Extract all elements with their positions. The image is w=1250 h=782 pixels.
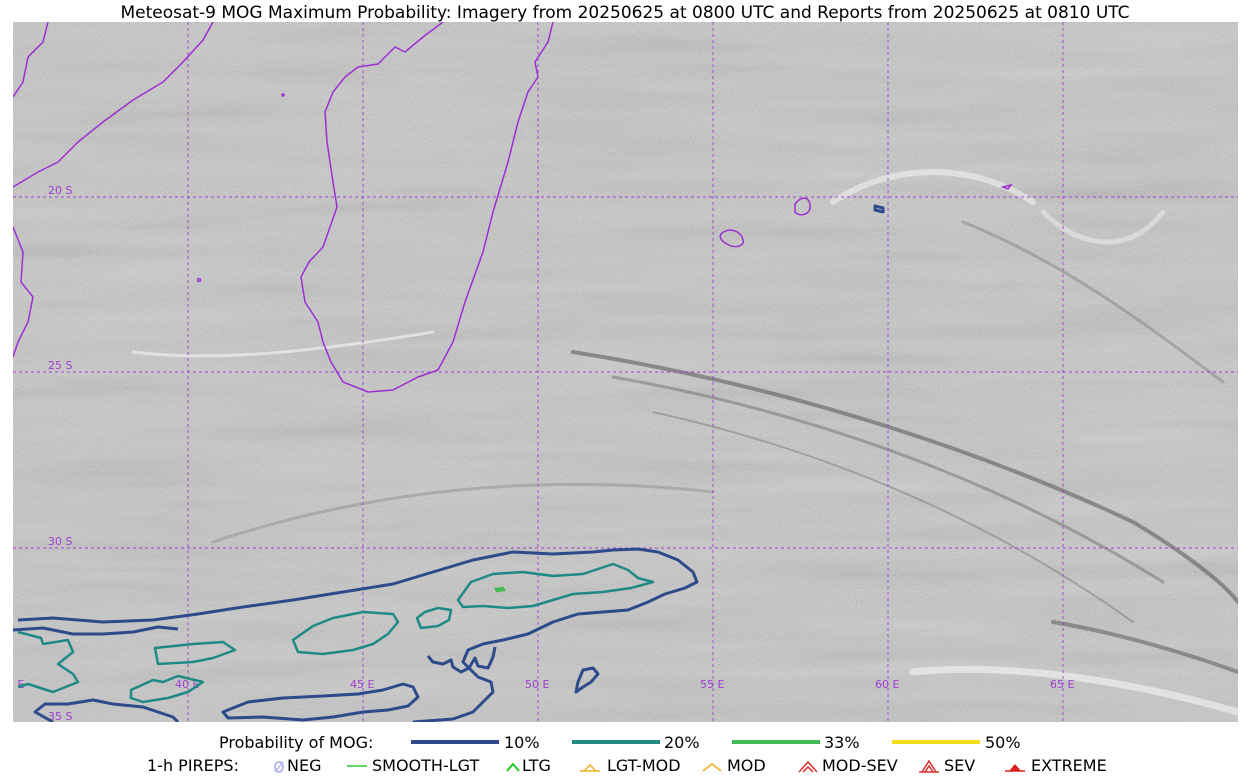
graticule — [13, 22, 1238, 722]
mozambique-coastline — [13, 226, 34, 358]
probability-legend: Probability of MOG: 10% 20% 33% 50% — [0, 733, 1250, 755]
mod-icon — [702, 763, 722, 772]
pirep-label-mod: MOD — [727, 756, 766, 775]
pirep-label-sev: SEV — [944, 756, 976, 775]
smooth-lgt-icon — [347, 765, 367, 767]
rodrigues-island — [1000, 183, 1013, 190]
legend-swatch-50 — [892, 740, 980, 744]
madagascar-coastline — [300, 22, 554, 393]
probability-legend-title: Probability of MOG: — [219, 733, 374, 752]
lat-label: 30 S — [48, 535, 72, 548]
lat-label: 25 S — [48, 359, 72, 372]
pirep-label-ltg: LTG — [522, 756, 551, 775]
sev-icon — [919, 759, 939, 773]
lon-label: 65 E — [1050, 678, 1074, 691]
pirep-label-smooth-lgt: SMOOTH-LGT — [372, 756, 480, 775]
africa-coastline — [13, 22, 214, 188]
reunion-island — [719, 229, 744, 248]
coastlines — [13, 22, 1013, 393]
ltg-icon — [506, 762, 520, 772]
legend-swatch-20 — [572, 740, 660, 744]
mauritius-island — [794, 197, 811, 216]
lon-label: 55 E — [700, 678, 724, 691]
pirep-label-neg: NEG — [287, 756, 322, 775]
lon-label: 35 E — [13, 678, 24, 691]
africa-coastline-north — [13, 22, 49, 98]
islet-marker — [281, 93, 285, 97]
contour-20-percent — [17, 562, 655, 704]
legend-label-10: 10% — [504, 733, 540, 752]
legend-label-50: 50% — [985, 733, 1021, 752]
lat-label: 35 S — [48, 710, 72, 722]
satellite-map: 20 S 25 S 30 S 35 S 35 E 40 E 45 E 50 E … — [13, 22, 1238, 722]
cloud-bands — [131, 169, 1238, 716]
islet-marker — [196, 277, 202, 283]
legend-label-20: 20% — [664, 733, 700, 752]
legend-swatch-33 — [732, 740, 820, 744]
pirep-label-mod-sev: MOD-SEV — [822, 756, 898, 775]
extreme-icon — [1005, 764, 1025, 772]
lon-label: 45 E — [350, 678, 374, 691]
legend-label-33: 33% — [824, 733, 860, 752]
contour-10-percent — [13, 204, 885, 722]
pirep-legend: 1-h PIREPS: NEG SMOOTH-LGT LTG LGT-MOD M… — [0, 756, 1250, 778]
lon-label: 50 E — [525, 678, 549, 691]
lat-label: 20 S — [48, 184, 72, 197]
lgt-mod-icon — [580, 763, 600, 772]
pirep-label-lgt-mod: LGT-MOD — [607, 756, 681, 775]
contour-33-percent — [494, 586, 506, 593]
legend-swatch-10 — [411, 740, 499, 744]
pirep-legend-title: 1-h PIREPS: — [147, 756, 239, 775]
figure-title: Meteosat-9 MOG Maximum Probability: Imag… — [120, 3, 1130, 23]
neg-icon — [274, 761, 284, 773]
pirep-label-extreme: EXTREME — [1031, 756, 1107, 775]
mod-sev-icon — [798, 760, 818, 773]
lon-label: 60 E — [875, 678, 899, 691]
